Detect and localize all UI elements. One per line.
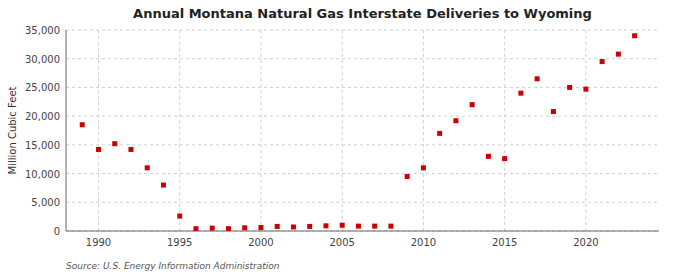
grid-line xyxy=(260,30,261,231)
y-tick-label: 25,000 xyxy=(25,82,60,93)
point xyxy=(307,224,312,229)
point xyxy=(258,225,263,230)
x-axis-line xyxy=(66,231,659,232)
point xyxy=(583,87,588,92)
point xyxy=(421,165,426,170)
grid-line xyxy=(66,231,659,232)
point xyxy=(226,226,231,231)
point xyxy=(405,174,410,179)
grid-line xyxy=(98,30,99,231)
y-tick-label: 0 xyxy=(54,226,60,237)
chart: Annual Montana Natural Gas Interstate De… xyxy=(0,0,675,275)
point xyxy=(161,183,166,188)
y-tick-label: 5,000 xyxy=(31,197,60,208)
chart-container: Annual Montana Natural Gas Interstate De… xyxy=(0,0,675,275)
point xyxy=(388,224,393,229)
point xyxy=(275,224,280,229)
points xyxy=(80,33,637,231)
grid-line xyxy=(66,58,659,59)
grid-line xyxy=(423,30,424,231)
source-note: Source: U.S. Energy Information Administ… xyxy=(66,261,280,271)
point xyxy=(437,131,442,136)
point xyxy=(470,102,475,107)
point xyxy=(535,76,540,81)
point xyxy=(600,59,605,64)
title: Annual Montana Natural Gas Interstate De… xyxy=(133,6,592,21)
grid-line xyxy=(66,202,659,203)
grid-line xyxy=(66,144,659,145)
point xyxy=(486,154,491,159)
y-tick-label: 20,000 xyxy=(25,111,60,122)
point xyxy=(551,109,556,114)
point xyxy=(372,224,377,229)
x-tick-label: 2020 xyxy=(573,237,598,248)
x-tick-label: 2010 xyxy=(411,237,436,248)
point xyxy=(323,223,328,228)
grid-line xyxy=(504,30,505,231)
point xyxy=(567,85,572,90)
x-tick-label: 2015 xyxy=(492,237,517,248)
y-axis-line xyxy=(66,30,67,231)
point xyxy=(112,141,117,146)
point xyxy=(145,165,150,170)
point xyxy=(242,225,247,230)
point xyxy=(340,223,345,228)
grid-line xyxy=(66,173,659,174)
grid-line xyxy=(585,30,586,231)
point xyxy=(128,147,133,152)
grid-line xyxy=(66,116,659,117)
x-tick-label: 2005 xyxy=(329,237,354,248)
point xyxy=(518,91,523,96)
point xyxy=(177,214,182,219)
point xyxy=(193,226,198,231)
point xyxy=(502,156,507,161)
point xyxy=(210,226,215,231)
grid-line xyxy=(179,30,180,231)
y-tick-label: 10,000 xyxy=(25,169,60,180)
grid-line xyxy=(66,30,659,31)
point xyxy=(356,224,361,229)
x-tick-label: 2000 xyxy=(248,237,273,248)
x-tick-label: 1995 xyxy=(167,237,192,248)
grid xyxy=(66,30,659,231)
grid-line xyxy=(342,30,343,231)
point xyxy=(96,147,101,152)
point xyxy=(616,52,621,57)
point xyxy=(291,224,296,229)
y-tick-label: 15,000 xyxy=(25,140,60,151)
x-tick-label: 1990 xyxy=(86,237,111,248)
y-axis-label: Million Cubic Feet xyxy=(7,86,18,174)
y-tick-label: 30,000 xyxy=(25,54,60,65)
y-tick-label: 35,000 xyxy=(25,25,60,36)
point xyxy=(632,33,637,38)
point xyxy=(453,118,458,123)
ticks: 0 5,000 10,000 15,000 20,000 25,000 30,000 35,0… xyxy=(25,25,599,248)
point xyxy=(80,122,85,127)
